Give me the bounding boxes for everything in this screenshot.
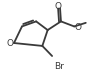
Text: O: O	[55, 2, 62, 11]
Text: O: O	[6, 39, 13, 48]
Text: O: O	[74, 23, 81, 32]
Text: Br: Br	[54, 62, 64, 71]
